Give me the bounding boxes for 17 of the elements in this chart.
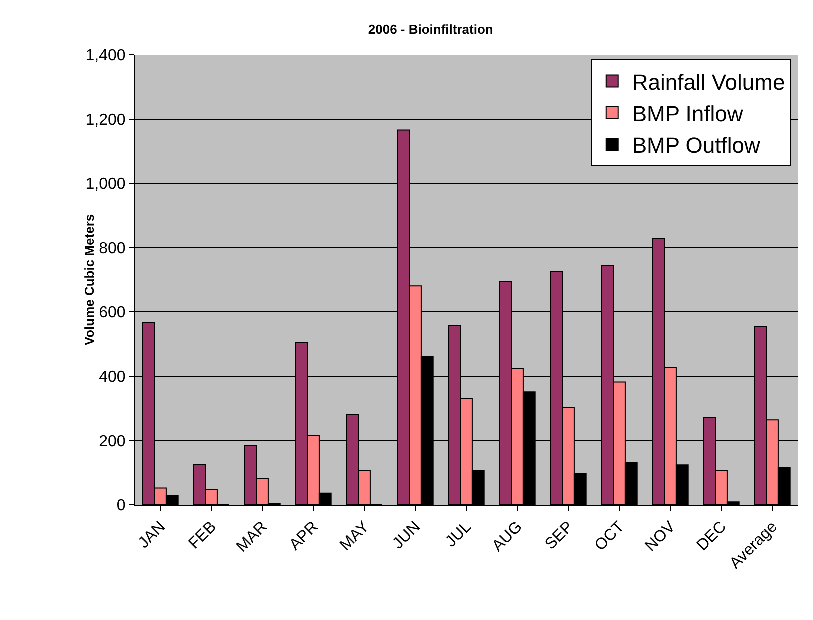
y-tick-label: 1,200: [86, 112, 126, 129]
y-axis-title: Volume Cubic Meters: [82, 214, 98, 346]
legend-label: BMP Inflow: [632, 101, 744, 126]
chart-title: 2006 - Bioinfiltration: [368, 22, 494, 37]
y-tick-label: 0: [116, 498, 126, 515]
y-tick-label: 1,400: [86, 48, 126, 65]
x-tick-label: JUL: [442, 518, 476, 551]
y-tick-label: 600: [99, 304, 126, 322]
legend-label: Rainfall Volume: [632, 70, 786, 95]
x-tick-label: FEB: [186, 518, 220, 553]
x-tick-label: SEP: [542, 518, 577, 554]
legend-label: BMP Outflow: [632, 133, 760, 158]
y-tick-label: 200: [99, 433, 126, 450]
y-tick-label: 400: [99, 369, 126, 386]
x-tick-label: JAN: [136, 518, 169, 552]
y-tick-label: 800: [99, 240, 126, 258]
y-tick-label: 1,000: [86, 176, 126, 194]
